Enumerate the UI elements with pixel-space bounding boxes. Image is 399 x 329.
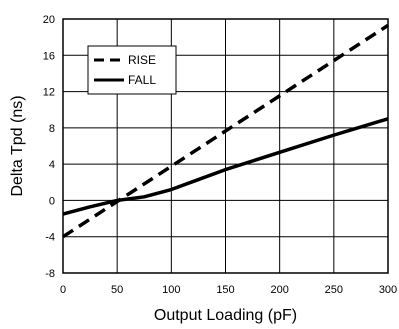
x-axis-label: Output Loading (pF) (154, 307, 297, 324)
x-tick-label: 300 (379, 284, 397, 296)
legend-box (87, 45, 177, 95)
legend: RISE FALL (87, 45, 177, 95)
y-tick-label: -8 (45, 268, 55, 280)
y-axis-label: Delta Tpd (ns) (9, 95, 26, 196)
legend-label-rise: RISE (128, 53, 156, 67)
y-tick-label: 4 (49, 159, 55, 171)
x-tick-label: 150 (216, 284, 234, 296)
y-tick-label: 8 (49, 123, 55, 135)
series-line-fall (62, 117, 389, 216)
y-tick-label: 20 (43, 14, 55, 26)
x-tick-label: 250 (325, 284, 343, 296)
x-tick-label: 200 (270, 284, 288, 296)
y-tick-label: 16 (43, 50, 55, 62)
y-tick-labels: -8 -4 0 4 8 12 16 20 (43, 14, 55, 280)
x-tick-label: 50 (111, 284, 123, 296)
x-tick-labels: 0 50 100 150 200 250 300 (60, 284, 397, 296)
legend-label-fall: FALL (128, 73, 156, 87)
grid (62, 18, 389, 274)
x-tick-label: 0 (60, 284, 66, 296)
y-tick-label: -4 (45, 232, 55, 244)
y-tick-label: 0 (49, 195, 55, 207)
series-layer (62, 23, 389, 239)
x-tick-label: 100 (162, 284, 180, 296)
y-tick-label: 12 (43, 87, 55, 99)
plot-frame (62, 18, 389, 274)
